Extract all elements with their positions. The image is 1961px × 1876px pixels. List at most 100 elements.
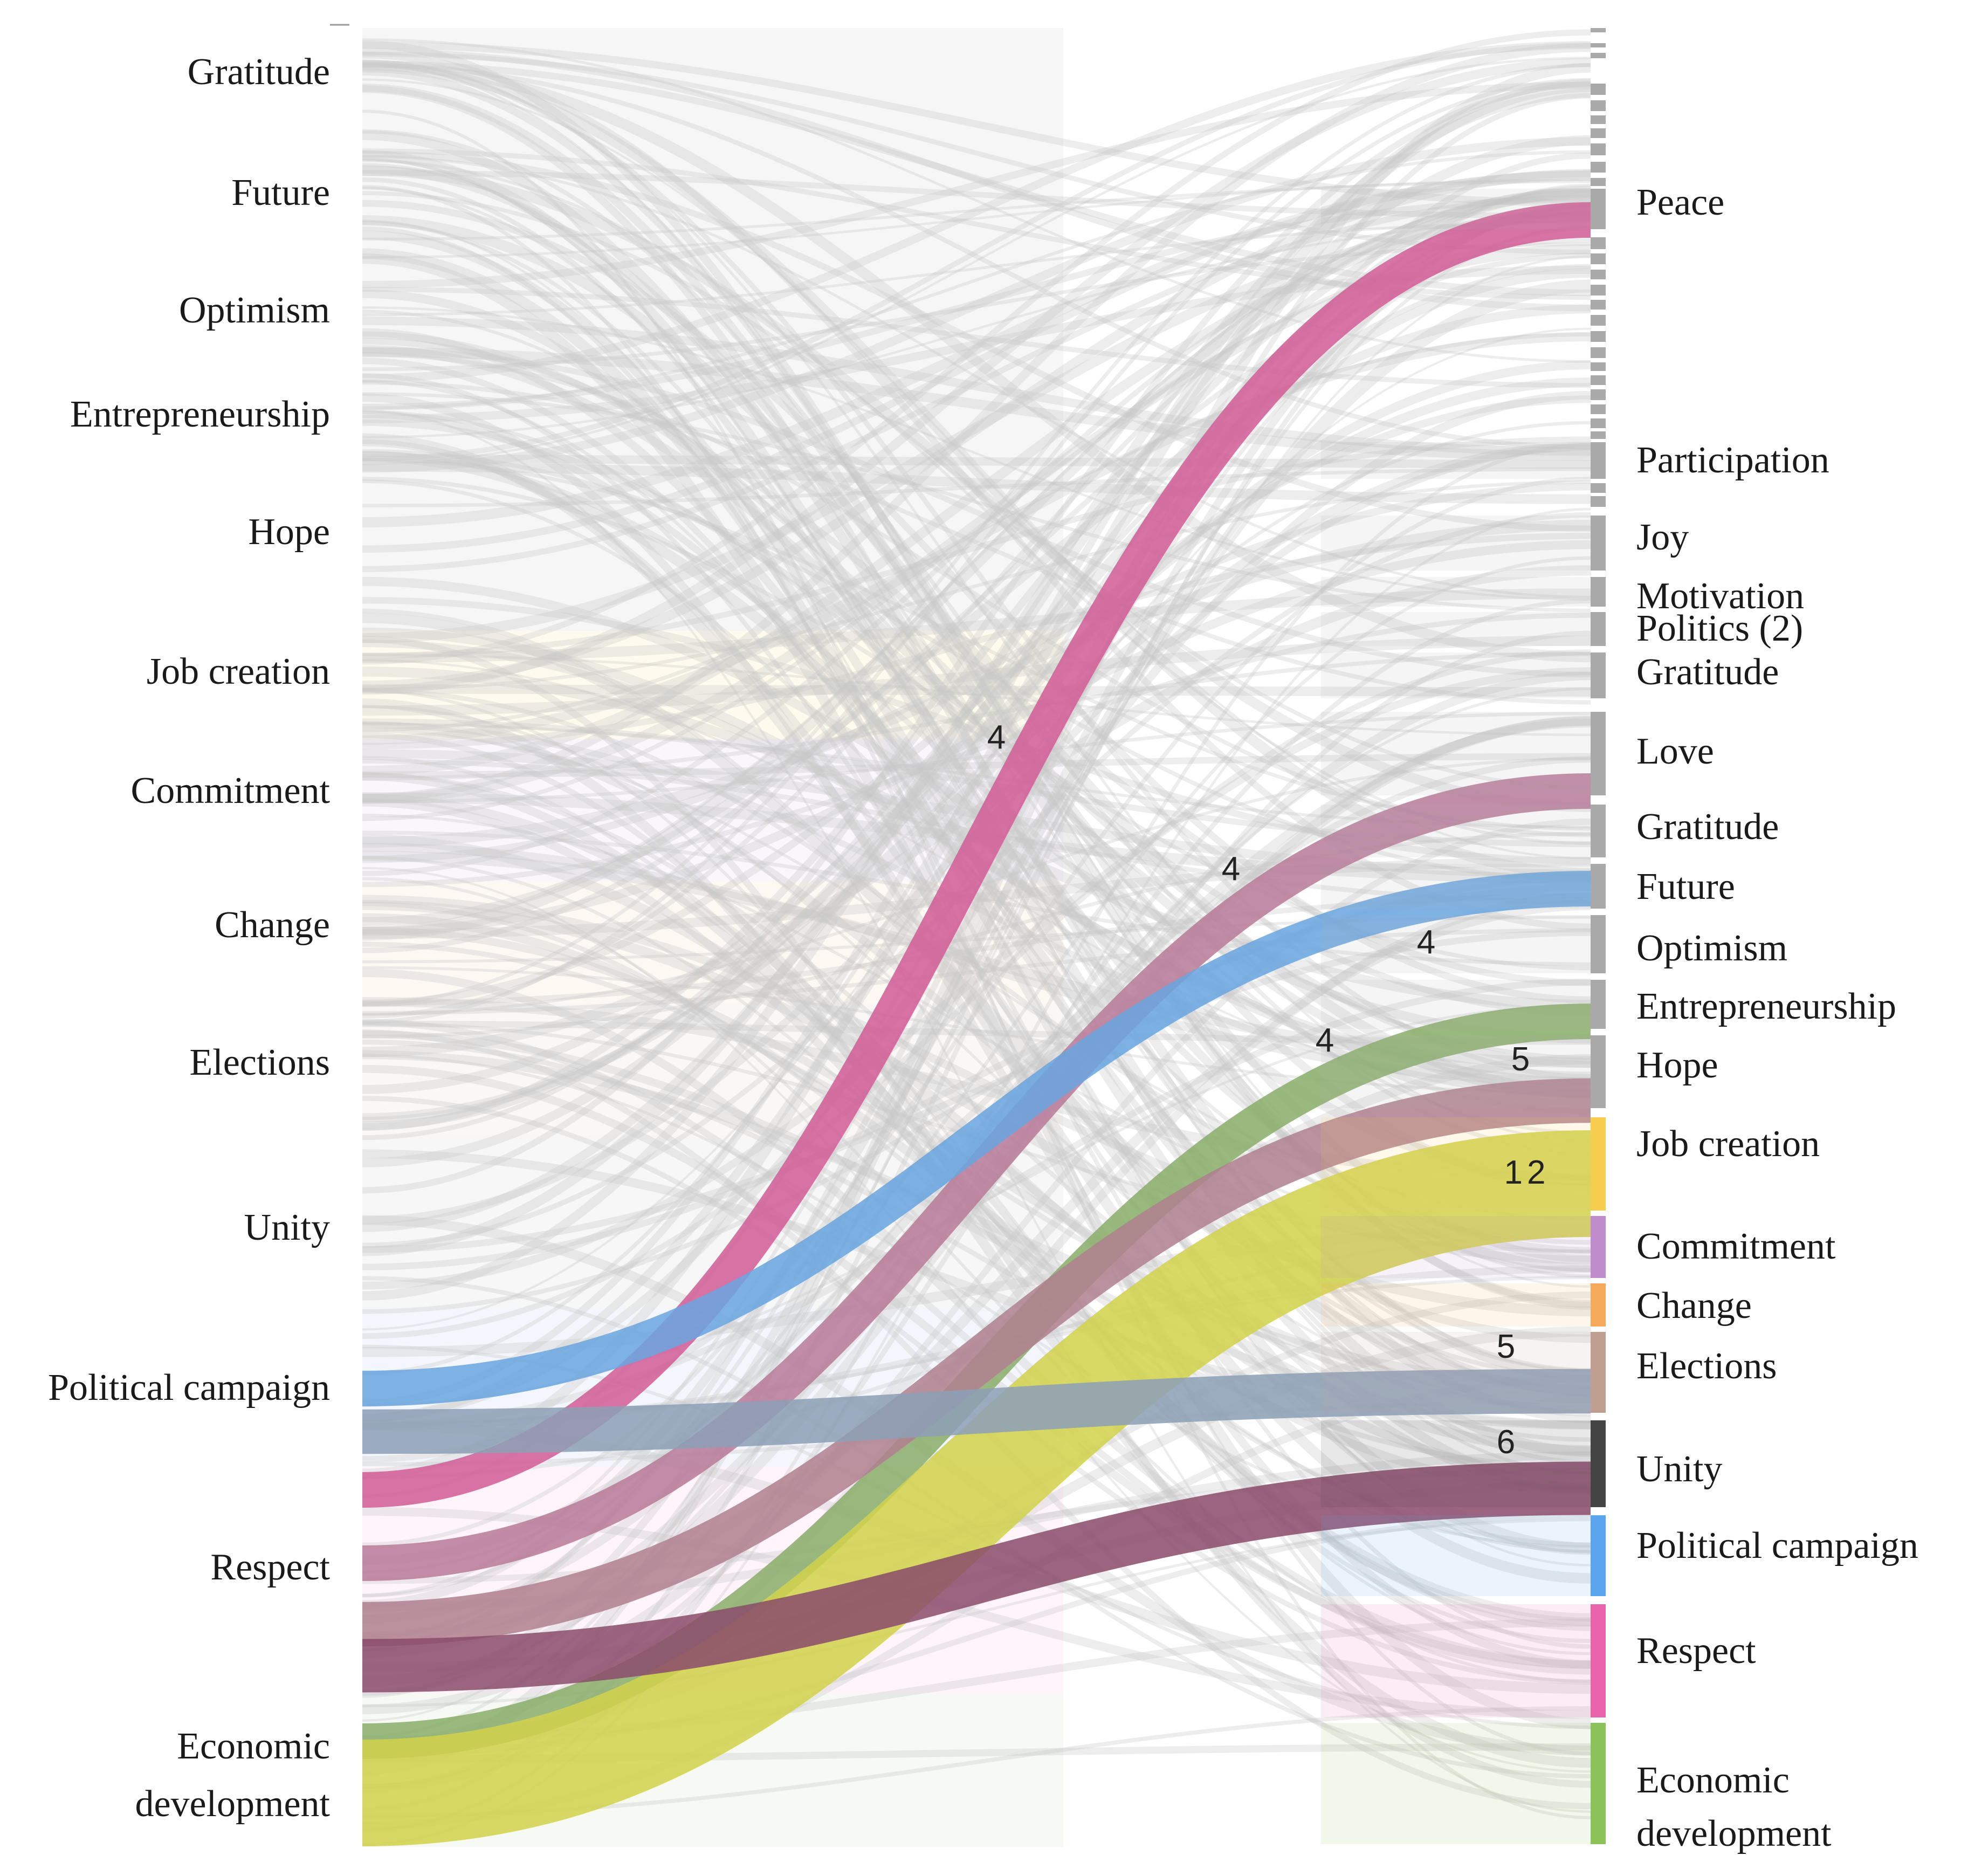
right-node-bar-motivation[interactable] (1591, 577, 1606, 607)
right-node-bar-optimism[interactable] (1591, 915, 1606, 973)
left-node-label: Gratitude (188, 51, 330, 93)
right-band-jobcreation (1321, 1117, 1591, 1211)
right-node-bar-love[interactable] (1591, 712, 1606, 795)
right-node-labels: Peace Participation Joy MotivationPolitics … (1636, 182, 1918, 1854)
right-band-economicdevelopment (1321, 1723, 1591, 1844)
right-band-gratitude (1321, 805, 1591, 857)
right-node-bar-joy[interactable] (1591, 516, 1606, 571)
left-node-label: development (135, 1783, 330, 1825)
right-node-bar-participation[interactable] (1591, 442, 1606, 479)
right-node-label: Hope (1636, 1044, 1718, 1086)
right-tick-bar (1591, 300, 1606, 310)
link-value-label: 4 (1316, 1022, 1334, 1059)
left-node-label: Hope (248, 511, 330, 553)
right-tick-bar (1591, 331, 1606, 342)
right-tick-bar (1591, 285, 1606, 296)
right-tick-bar (1591, 315, 1606, 326)
right-node-bar-economicdevelopment[interactable] (1591, 1723, 1606, 1844)
left-node-label: Economic (177, 1726, 330, 1767)
sankey-diagram: Gratitude Future Optimism Entrepreneurship H… (0, 0, 1961, 1876)
left-node-label: Future (231, 172, 330, 214)
right-tick-bar (1591, 483, 1606, 493)
right-band-unity (1321, 1420, 1591, 1507)
right-node-label: Commitment (1636, 1226, 1836, 1267)
right-node-label: Gratitude (1636, 806, 1779, 848)
link-value-label: 5 (1497, 1328, 1515, 1365)
right-node-label: Elections (1636, 1345, 1777, 1387)
right-tick-bar (1591, 270, 1606, 279)
left-node-label: Optimism (179, 290, 330, 331)
right-band-respect (1321, 1604, 1591, 1717)
right-node-bar-gratitude[interactable] (1591, 805, 1606, 857)
right-node-bar-change[interactable] (1591, 1283, 1606, 1327)
right-node-label: Political campaign (1636, 1525, 1918, 1566)
right-node-label: Unity (1636, 1448, 1722, 1490)
right-tick-bar (1591, 404, 1606, 414)
right-node-label: Respect (1636, 1630, 1756, 1672)
right-node-bar-commitment[interactable] (1591, 1216, 1606, 1278)
right-band-commitment (1321, 1216, 1591, 1278)
right-node-label: Peace (1636, 182, 1724, 223)
right-tick-bar (1591, 237, 1606, 249)
right-node-bar-hope[interactable] (1591, 1035, 1606, 1108)
right-node-bar-respect[interactable] (1591, 1604, 1606, 1717)
right-tick-bar (1591, 43, 1606, 47)
left-node-label: Commitment (131, 770, 331, 812)
right-band-change (1321, 1283, 1591, 1327)
right-band-future (1321, 864, 1591, 909)
left-node-labels: Gratitude Future Optimism Entrepreneurship H… (48, 51, 330, 1825)
right-node-bar-politicalcampaign[interactable] (1591, 1515, 1606, 1596)
right-tick-bar (1591, 53, 1606, 58)
right-node-bar-politics2[interactable] (1591, 612, 1606, 646)
right-node-label: Participation (1636, 439, 1829, 481)
link-value-label: 4 (1222, 850, 1240, 888)
left-node-label: Unity (244, 1207, 330, 1248)
right-tick-bar (1591, 28, 1606, 32)
right-node-label: Optimism (1636, 927, 1787, 969)
right-node-label: development (1636, 1813, 1832, 1854)
right-tick-bar (1591, 496, 1606, 507)
left-node-label: Change (215, 904, 330, 946)
right-band-politicalcampaign (1321, 1515, 1591, 1596)
link-value-label: 4 (1417, 924, 1435, 961)
right-tick-bar (1591, 389, 1606, 400)
right-tick-bar (1591, 418, 1606, 428)
right-tick-bar (1591, 178, 1606, 186)
right-tick-bar (1591, 253, 1606, 264)
right-tick-bar (1591, 84, 1606, 95)
left-node-label: Respect (210, 1547, 330, 1588)
link-value-label: 6 (1497, 1424, 1515, 1461)
right-tick-bar (1591, 375, 1606, 385)
right-band-gratitude-a (1321, 652, 1591, 698)
left-node-label: Entrepreneurship (70, 394, 330, 435)
right-tick-bar (1591, 143, 1606, 155)
right-band-politics2 (1321, 612, 1591, 646)
right-node-label: Gratitude (1636, 651, 1779, 693)
right-band-participation (1321, 442, 1591, 479)
right-node-bar-entrepreneurship[interactable] (1591, 980, 1606, 1029)
right-node-bar-unity[interactable] (1591, 1420, 1606, 1507)
right-node-bar-elections[interactable] (1591, 1332, 1606, 1413)
right-node-bar-future[interactable] (1591, 864, 1606, 909)
link-value-label: 12 (1504, 1154, 1550, 1191)
link-value-label: 5 (1511, 1041, 1530, 1078)
right-band-joy (1321, 516, 1591, 571)
right-node-label: Entrepreneurship (1636, 986, 1896, 1027)
right-band-peace (1321, 189, 1591, 229)
right-tick-bar (1591, 115, 1606, 124)
left-node-label: Elections (190, 1042, 330, 1083)
right-tick-bar (1591, 162, 1606, 173)
right-node-label: Future (1636, 866, 1735, 908)
right-node-bar-jobcreation[interactable] (1591, 1117, 1606, 1211)
right-tick-bar (1591, 362, 1606, 371)
right-band-hope (1321, 1035, 1591, 1108)
right-band-elections (1321, 1332, 1591, 1413)
right-node-label: Change (1636, 1285, 1752, 1327)
link-value-label: 4 (987, 719, 1006, 756)
right-node-bar-peace[interactable] (1591, 189, 1606, 229)
right-tick-bar (1591, 347, 1606, 358)
right-tick-bar (1591, 100, 1606, 111)
right-band-entrepreneurship (1321, 980, 1591, 1029)
right-node-label: Job creation (1636, 1123, 1820, 1165)
right-node-bar-gratitude-a[interactable] (1591, 652, 1606, 698)
